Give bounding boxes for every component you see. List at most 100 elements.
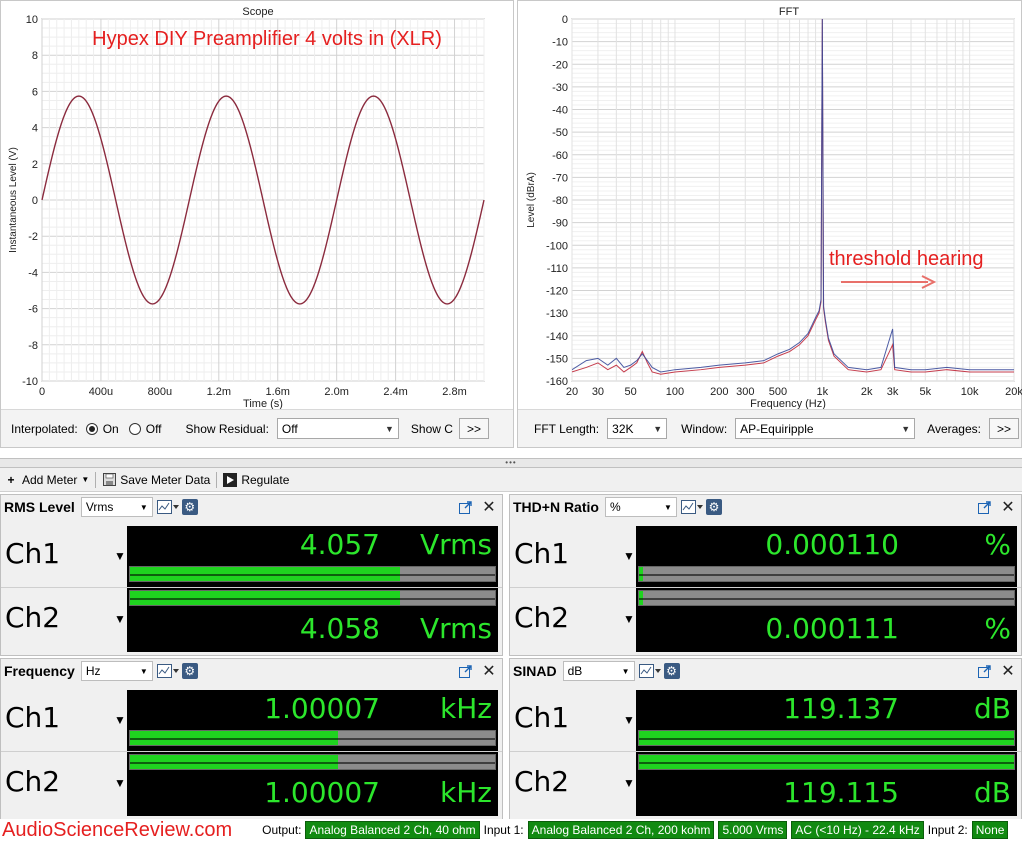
chart-options-icon[interactable]	[680, 498, 703, 516]
channel-divider	[510, 587, 1021, 588]
scope-title: Scope	[242, 6, 273, 18]
ch1-unit: Vrms	[419, 528, 492, 561]
scope-xtick-label: 1.2m	[207, 386, 231, 398]
ch2-menu-arrow-icon[interactable]: ▼	[114, 612, 126, 626]
bar-midline	[130, 738, 495, 740]
ch2-menu-arrow-icon[interactable]: ▼	[623, 776, 635, 790]
channel-divider	[510, 751, 1021, 752]
ch2-value: 4.058	[299, 612, 380, 645]
ch1-readout: 119.137 dB	[636, 690, 1017, 752]
ch2-label: Ch2	[5, 601, 61, 634]
popout-icon[interactable]	[975, 662, 993, 680]
unit-select[interactable]: Vrms ▼	[80, 497, 153, 517]
meter-title: SINAD	[513, 663, 557, 679]
input1-level[interactable]: 5.000 Vrms	[718, 821, 788, 839]
ch1-level-bar	[129, 566, 496, 582]
scope-xtick-label: 1.6m	[265, 386, 289, 398]
chevron-down-icon: ▼	[385, 423, 394, 434]
window-value: AP-Equiripple	[740, 421, 814, 436]
ch2-menu-arrow-icon[interactable]: ▼	[114, 776, 126, 790]
close-icon[interactable]: ✕	[482, 663, 496, 680]
frequency-meter: Frequency Hz ▼ ⚙ ✕ Ch1 ▼ 1.00007 kHz	[0, 658, 503, 820]
ch1-level-bar	[638, 730, 1015, 746]
interpolated-label: Interpolated:	[11, 421, 78, 436]
fft-xtick-label: 2k	[861, 386, 873, 398]
chart-options-icon[interactable]	[638, 662, 661, 680]
fft-spectrum-trace-2	[572, 19, 1014, 373]
ch2-unit: dB	[974, 776, 1011, 809]
fft-chart[interactable]: 0 -10 -20 -30 -40 -50 -60 -70 -80 -90 -100 -110 -120…	[518, 1, 1022, 411]
add-meter-label: Add Meter	[22, 472, 78, 487]
interpolated-off-radio[interactable]: Off	[128, 422, 162, 436]
window-select[interactable]: AP-Equiripple ▼	[735, 418, 916, 439]
fft-xtick-label: 10k	[961, 386, 979, 398]
scope-annotation: Hypex DIY Preamplifier 4 volts in (XLR)	[92, 28, 442, 50]
meter-header-actions: ✕	[456, 662, 498, 680]
scope-xtick-label: 400u	[89, 386, 113, 398]
ch2-level-bar	[129, 754, 496, 770]
close-icon[interactable]: ✕	[1001, 499, 1015, 516]
chart-options-icon[interactable]	[156, 662, 179, 680]
ch1-menu-arrow-icon[interactable]: ▼	[114, 549, 126, 563]
gear-icon[interactable]: ⚙	[705, 499, 722, 515]
unit-select-value: %	[609, 500, 621, 514]
thd-n-ratio-meter: THD+N Ratio % ▼ ⚙ ✕ Ch1 ▼ 0.000110 %	[509, 494, 1022, 656]
add-meter-button[interactable]: + Add Meter ▼	[0, 469, 93, 491]
play-icon	[223, 472, 238, 487]
panel-splitter[interactable]: •••	[0, 458, 1022, 468]
scope-ytick-label: -8	[28, 340, 38, 352]
ch2-menu-arrow-icon[interactable]: ▼	[623, 612, 635, 626]
input1-coupling[interactable]: AC (<10 Hz) - 22.4 kHz	[791, 821, 924, 839]
scope-plot[interactable]: 10 8 6 4 2 0 -2 -4 -6 -8 -10 0 400u 800u 1.2m 1.6m 2.0m 2…	[1, 1, 513, 411]
ch1-menu-arrow-icon[interactable]: ▼	[623, 549, 635, 563]
meter-header: SINAD dB ▼ ⚙ ✕	[510, 659, 1021, 683]
popout-icon[interactable]	[456, 662, 474, 680]
fft-plot[interactable]: 0 -10 -20 -30 -40 -50 -60 -70 -80 -90 -100 -110 -120…	[518, 1, 1022, 411]
interpolated-on-radio[interactable]: On	[85, 421, 119, 436]
popout-icon[interactable]	[456, 498, 474, 516]
close-icon[interactable]: ✕	[482, 499, 496, 516]
gear-icon[interactable]: ⚙	[181, 499, 198, 515]
show-residual-select[interactable]: Off ▼	[276, 418, 399, 439]
chart-options-icon[interactable]	[156, 498, 179, 516]
interpolated-on-label: On	[102, 421, 119, 436]
save-meter-data-button[interactable]: Save Meter Data	[98, 469, 214, 491]
ch1-menu-arrow-icon[interactable]: ▼	[623, 713, 635, 727]
chevron-down-icon: ▼	[653, 423, 663, 434]
fft-more-button[interactable]: >>	[988, 418, 1019, 439]
fft-ytick-label: -80	[552, 195, 568, 207]
scope-ytick-label: -6	[28, 304, 38, 316]
fft-ytick-label: -100	[546, 240, 568, 252]
output-value[interactable]: Analog Balanced 2 Ch, 40 ohm	[305, 821, 480, 839]
unit-select[interactable]: Hz ▼	[80, 661, 153, 681]
fft-ytick-label: -70	[552, 172, 568, 184]
scope-ytick-label: 2	[32, 159, 38, 171]
scope-ytick-label: 0	[32, 195, 38, 207]
close-icon[interactable]: ✕	[1001, 663, 1015, 680]
scope-ytick-label: -10	[22, 376, 38, 388]
fft-length-select[interactable]: 32K ▼	[607, 418, 668, 439]
regulate-button[interactable]: Regulate	[219, 469, 293, 491]
gear-icon[interactable]: ⚙	[663, 663, 680, 679]
unit-select[interactable]: % ▼	[604, 497, 677, 517]
unit-select-value: Hz	[85, 664, 101, 678]
unit-select[interactable]: dB ▼	[562, 661, 635, 681]
scope-xtick-label: 2.4m	[383, 386, 407, 398]
gear-icon[interactable]: ⚙	[181, 663, 198, 679]
scope-xlabel: Time (s)	[243, 398, 283, 410]
scope-more-button[interactable]: >>	[458, 418, 489, 439]
scope-controls: Interpolated: On Off Show Residual: Off …	[1, 409, 513, 447]
meter-title: Frequency	[4, 663, 75, 679]
ch2-readout: 1.00007 kHz	[127, 752, 498, 816]
ch1-menu-arrow-icon[interactable]: ▼	[114, 713, 126, 727]
input1-value[interactable]: Analog Balanced 2 Ch, 200 kohm	[527, 821, 715, 839]
scope-ylabel: Instantaneous Level (V)	[8, 147, 19, 253]
popout-icon[interactable]	[975, 498, 993, 516]
fft-grid	[571, 18, 1015, 382]
scope-xtick-label: 2.0m	[324, 386, 348, 398]
fft-xtick-label: 200	[710, 386, 728, 398]
fft-length-label: FFT Length:	[534, 421, 600, 436]
input1-label: Input 1:	[483, 823, 524, 837]
input2-value[interactable]: None	[971, 821, 1009, 839]
